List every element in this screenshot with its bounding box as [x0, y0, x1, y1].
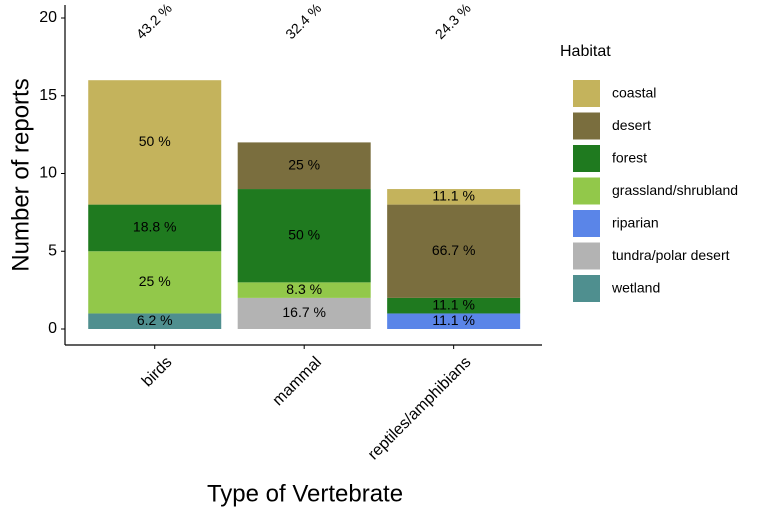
bar-segment	[88, 251, 222, 314]
y-tick-label: 15	[39, 87, 57, 104]
total-label: 43.2 %	[133, 0, 175, 42]
bar-segment	[88, 204, 222, 252]
legend-title: Habitat	[560, 43, 611, 60]
legend-label: tundra/polar desert	[612, 247, 730, 263]
legend-label: grassland/shrubland	[612, 182, 738, 198]
legend-key	[573, 80, 600, 107]
data-label: 11.1 %	[432, 312, 475, 328]
legend-key	[573, 210, 600, 237]
legend-label: desert	[612, 117, 651, 133]
total-label: 32.4 %	[282, 0, 324, 42]
bar-segment	[387, 189, 521, 205]
data-label: 25 %	[288, 156, 320, 172]
bar-segment	[237, 282, 371, 298]
bar-segment	[237, 297, 371, 329]
legend-key	[573, 242, 600, 270]
legend-key	[573, 145, 600, 172]
legend-label: coastal	[612, 85, 656, 101]
legend-key	[573, 275, 600, 302]
legend-label: forest	[612, 150, 647, 166]
x-axis-title: Type of Vertebrate	[207, 480, 403, 507]
data-label: 11.1 %	[432, 188, 475, 204]
legend-key	[573, 177, 600, 205]
bar-segment	[387, 204, 521, 298]
bar-segment	[387, 313, 521, 329]
legend-key	[573, 112, 600, 140]
legend-label: riparian	[612, 215, 659, 231]
data-label: 25 %	[139, 273, 171, 289]
y-tick-label: 0	[48, 320, 57, 337]
y-axis-title: Number of reports	[7, 78, 34, 271]
data-label: 6.2 %	[137, 312, 173, 328]
data-label: 66.7 %	[432, 242, 476, 258]
total-label: 24.3 %	[432, 0, 474, 42]
data-label: 11.1 %	[432, 296, 475, 312]
x-tick-label: reptiles/amphibians	[365, 354, 475, 464]
bar-segment	[88, 313, 222, 329]
bar-segment	[237, 189, 371, 283]
bar-segment	[387, 297, 521, 314]
x-tick-label: mammal	[270, 354, 325, 409]
data-label: 8.3 %	[286, 281, 322, 297]
data-label: 50 %	[288, 226, 320, 242]
legend-label: wetland	[611, 280, 660, 296]
y-tick-label: 5	[48, 242, 57, 259]
bar-segment	[88, 80, 222, 205]
y-tick-label: 20	[39, 9, 57, 26]
data-label: 18.8 %	[133, 219, 177, 235]
x-tick-label: birds	[139, 354, 176, 391]
bar-segment	[237, 142, 371, 190]
y-tick-label: 10	[39, 165, 57, 182]
data-label: 16.7 %	[282, 304, 326, 320]
data-label: 50 %	[139, 133, 171, 149]
